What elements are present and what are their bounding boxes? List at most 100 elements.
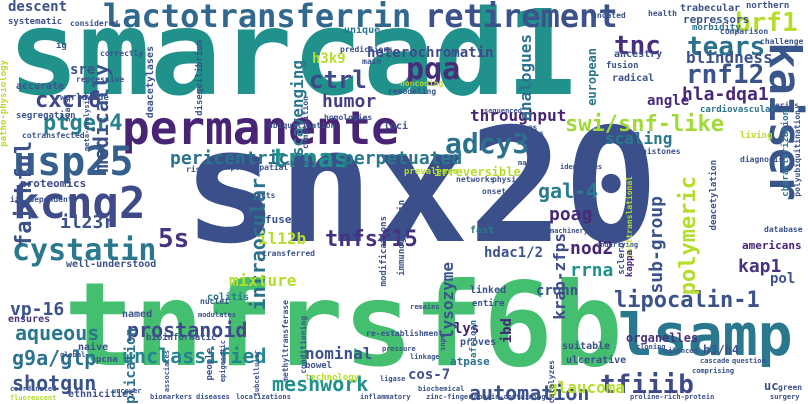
word-silenced: silenced: [664, 348, 698, 355]
word-prevalence: prevalence: [404, 168, 458, 177]
word-mixture: mixture: [229, 273, 296, 289]
word-deacetylation: deacetylation: [710, 160, 719, 230]
word-diseases: diseases: [196, 394, 230, 401]
word-catalyzes: catalyzes: [548, 360, 556, 403]
word-ensures: ensures: [8, 315, 50, 325]
word-nominal: nominal: [305, 346, 372, 362]
word-challenge: challenge: [760, 38, 803, 46]
word-snps: snps: [440, 334, 447, 351]
word-zinc-finger: zinc-finger: [426, 394, 472, 401]
word-diagnosis: diagnosis: [740, 156, 783, 164]
word-il23r: il23r: [60, 214, 114, 232]
word-unique: unique: [344, 26, 380, 36]
word-retirement: retirement: [425, 0, 618, 32]
word-unclassified: unclassified: [122, 346, 267, 366]
word-epigenetic: epigenetic: [220, 340, 227, 382]
word-systematic: systematic: [8, 18, 62, 27]
word-cardiovascular: cardiovascular: [700, 106, 776, 115]
word-hla-dqa1: hla-dqa1: [682, 86, 769, 104]
word-deacetylases: deacetylases: [146, 46, 156, 118]
word-health: health: [648, 10, 677, 18]
word-pol: pol: [770, 272, 795, 286]
word-scaling: scaling: [605, 131, 672, 147]
word-glaucoma: glaucoma: [548, 380, 625, 396]
word-suitable: suitable: [562, 342, 610, 352]
word-bowel: bowel: [305, 362, 332, 371]
word-temporo-spatial: temporo-spatial: [216, 164, 288, 172]
word-considered: considered: [70, 20, 118, 28]
word-inflammatory: inflammatory: [360, 394, 411, 401]
word-comparison: comparison: [720, 28, 768, 36]
word-cdnas: cdnas: [520, 130, 544, 138]
word-faithful: faithful: [14, 141, 36, 247]
word-ig: ig: [56, 42, 67, 51]
word-scans: scans: [64, 98, 72, 122]
word-comprising: comprising: [692, 368, 734, 375]
word-pressure: pressure: [382, 346, 416, 353]
word-krab-zfps: krab-zfps: [552, 233, 568, 320]
word-cos-7: cos-7: [408, 368, 450, 382]
word-kappa: kappa: [626, 250, 635, 277]
word-localizations: localizations: [236, 394, 291, 401]
word-h3k9: h3k9: [312, 52, 346, 66]
word-fluorescent: fluorescent: [10, 395, 56, 402]
word-database: database: [764, 226, 803, 234]
word-angle: angle: [647, 94, 689, 108]
word-networks: networks: [456, 176, 495, 184]
word-5s: 5s: [158, 226, 189, 252]
word-series: series: [770, 102, 799, 110]
word-onset: onset: [482, 188, 506, 196]
word-aqueous: aqueous: [15, 323, 99, 343]
word-technology: technology: [305, 374, 359, 383]
word-subcellular: subcellular: [254, 350, 261, 396]
word-trabecular: trabecular: [680, 4, 740, 14]
word-marks: marks: [518, 160, 539, 167]
word-cascade: cascade: [700, 358, 730, 365]
word-uc: uc: [764, 380, 778, 392]
word-ulcerative: ulcerative: [566, 356, 626, 366]
word-coordinated: coordinated: [10, 386, 56, 393]
word-accurate: accurate: [16, 82, 64, 92]
word-european: european: [586, 48, 598, 106]
word-fast: fast: [470, 226, 494, 236]
word-re-establishment: re-establishment: [366, 330, 443, 338]
word-polymeric: polymeric: [678, 176, 700, 295]
word-repressive: repressive: [76, 76, 124, 84]
word-poag: poag: [549, 206, 592, 224]
word-ctrl: ctrl: [309, 68, 367, 92]
word-characterization: characterization: [782, 110, 791, 197]
word-biomarkers: biomarkers: [150, 394, 192, 401]
word-fused: fused: [265, 214, 298, 225]
word-sub-group: sub-group: [648, 196, 666, 294]
word-ubiquitination: ubiquitination: [268, 122, 335, 130]
word-loci: loci: [384, 122, 408, 132]
word-immunoglobulin: immunoglobulin: [398, 200, 407, 276]
word-associates: associates: [164, 350, 171, 392]
word-pcna: pcna: [96, 356, 118, 365]
word-h3h4: h3/h4: [703, 344, 739, 356]
word-americans: americans: [742, 240, 802, 251]
word-methyltransferase: methyltransferase: [282, 300, 290, 382]
word-modifications: modifications: [380, 216, 389, 286]
word-fusion: fusion: [606, 62, 639, 71]
word-ibd: ibd: [500, 318, 514, 343]
word-blindness: blindness: [686, 50, 773, 66]
word-uncated: uncated: [592, 12, 626, 20]
word-nuclei: nuclei: [200, 298, 229, 306]
word-correctly: correctly: [100, 50, 143, 58]
word-proteomics: proteomics: [20, 178, 86, 189]
word-african: african: [470, 320, 479, 358]
word-linkage: linkage: [410, 354, 440, 361]
word-summary: summary: [286, 160, 316, 167]
word-question: question: [732, 358, 766, 365]
word-histones: histones: [642, 148, 681, 156]
word-cloning: cloning: [636, 344, 666, 351]
word-predictions: predictions: [340, 46, 393, 54]
word-remains: remains: [410, 304, 440, 311]
word-domain-containing: domain-containing: [474, 394, 546, 401]
word-uncover: uncover: [112, 388, 142, 395]
word-risk: risk: [186, 166, 205, 174]
word-ancestry: ancestry: [614, 50, 662, 60]
word-named: named: [122, 310, 152, 320]
